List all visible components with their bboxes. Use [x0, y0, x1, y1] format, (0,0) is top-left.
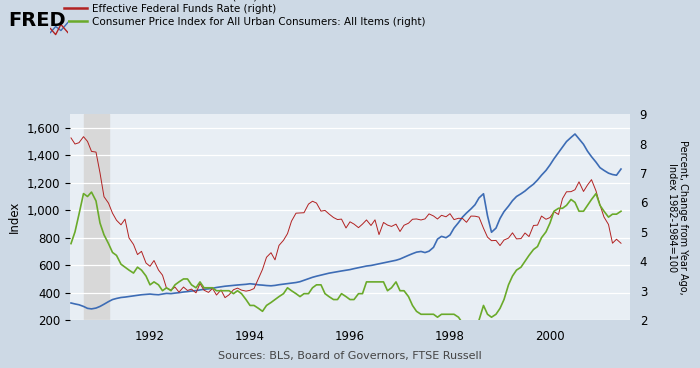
Text: Sources: BLS, Board of Governors, FTSE Russell: Sources: BLS, Board of Governors, FTSE R…: [218, 351, 482, 361]
Y-axis label: Index: Index: [8, 201, 21, 233]
Bar: [83, 114, 108, 320]
Y-axis label: Percent, Change from Year Ago,
Index 1982-1984=100: Percent, Change from Year Ago, Index 198…: [666, 140, 688, 294]
Text: FRED: FRED: [8, 11, 66, 30]
Legend: Russell 3000® Price Index (left), Effective Federal Funds Rate (right), Consumer: Russell 3000® Price Index (left), Effect…: [64, 0, 426, 27]
